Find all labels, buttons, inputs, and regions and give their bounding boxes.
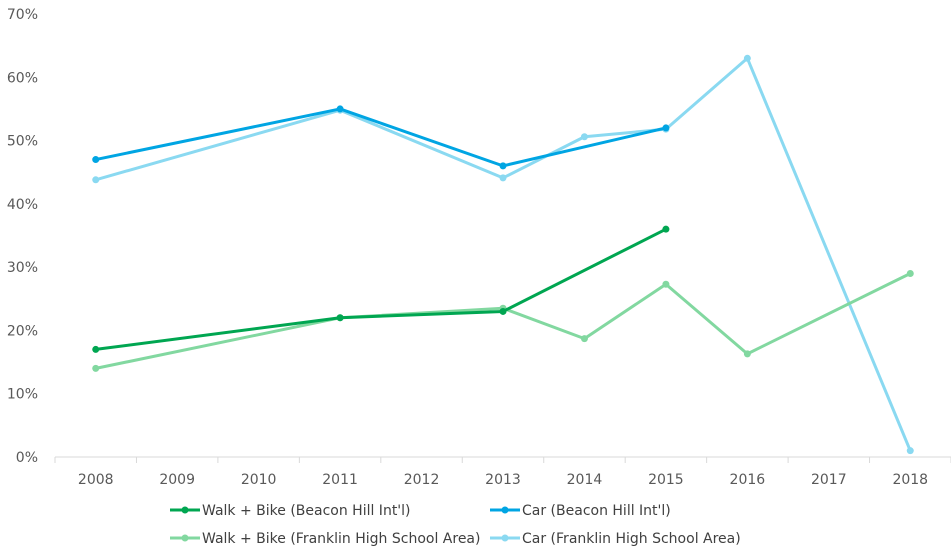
- data-point: [92, 176, 100, 184]
- series-line: [94, 56, 912, 453]
- legend-label: Car (Franklin High School Area): [522, 531, 741, 547]
- data-point: [906, 447, 914, 455]
- legend-item: Walk + Bike (Franklin High School Area): [170, 531, 480, 547]
- x-tick-label: 2014: [567, 472, 603, 488]
- legend: Walk + Bike (Beacon Hill Int'l) Car (Beac…: [170, 503, 741, 547]
- x-tick-label: 2016: [730, 472, 766, 488]
- data-point: [92, 156, 100, 164]
- series-1: [92, 105, 670, 170]
- data-point: [580, 335, 588, 343]
- legend-item: Car (Beacon Hill Int'l): [490, 503, 671, 519]
- series-layer: [92, 54, 914, 455]
- x-tick-label: 2012: [404, 472, 440, 488]
- data-point: [92, 364, 100, 372]
- data-point: [580, 133, 588, 141]
- series-line: [94, 107, 668, 168]
- x-tick-label: 2013: [485, 472, 521, 488]
- y-tick-label: 0%: [16, 450, 38, 466]
- y-tick-label: 10%: [7, 387, 38, 403]
- x-tick-label: 2009: [159, 472, 195, 488]
- data-point: [662, 225, 670, 233]
- data-point: [336, 105, 344, 113]
- x-axis-ticks: 2008 2009 2010 2011 2012 2013 2014 2015 2016 2017…: [54, 457, 951, 488]
- y-tick-label: 40%: [7, 197, 38, 213]
- data-point: [499, 307, 507, 315]
- x-tick-label: 2011: [322, 472, 358, 488]
- data-point: [92, 345, 100, 353]
- y-tick-label: 20%: [7, 323, 38, 339]
- legend-label: Car (Beacon Hill Int'l): [522, 503, 671, 519]
- data-point: [499, 174, 507, 182]
- x-tick-label: 2017: [811, 472, 847, 488]
- legend-item: Walk + Bike (Beacon Hill Int'l): [170, 503, 411, 519]
- legend-label: Walk + Bike (Franklin High School Area): [202, 531, 480, 547]
- y-tick-label: 50%: [7, 134, 38, 150]
- data-point: [336, 314, 344, 322]
- legend-swatch-marker: [181, 506, 189, 514]
- data-point: [662, 124, 670, 132]
- series-2: [92, 269, 914, 372]
- data-point: [743, 350, 751, 358]
- x-tick-label: 2018: [892, 472, 928, 488]
- x-tick-label: 2008: [78, 472, 114, 488]
- y-tick-label: 70%: [7, 7, 38, 23]
- legend-item: Car (Franklin High School Area): [490, 531, 741, 547]
- y-tick-label: 60%: [7, 70, 38, 86]
- y-tick-label: 30%: [7, 260, 38, 276]
- data-point: [906, 269, 914, 277]
- y-axis-ticks: 0% 10% 20% 30% 40% 50% 60% 70%: [7, 7, 38, 466]
- series-3: [92, 54, 914, 455]
- data-point: [662, 280, 670, 288]
- legend-swatch-marker: [181, 534, 189, 542]
- series-line: [94, 271, 912, 370]
- legend-label: Walk + Bike (Beacon Hill Int'l): [202, 503, 411, 519]
- x-tick-label: 2015: [648, 472, 684, 488]
- x-tick-label: 2010: [241, 472, 277, 488]
- series-line: [94, 227, 668, 351]
- legend-swatch-marker: [501, 534, 509, 542]
- legend-swatch-marker: [501, 506, 509, 514]
- data-point: [499, 162, 507, 170]
- data-point: [743, 54, 751, 62]
- series-0: [92, 225, 670, 353]
